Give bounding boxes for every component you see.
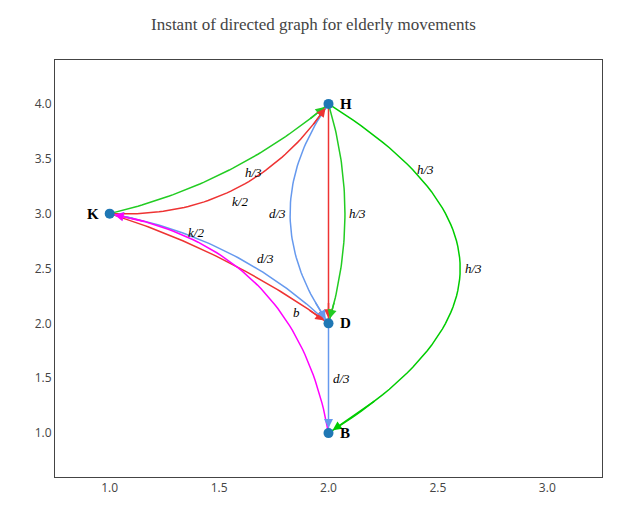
svg-text:b: b (293, 305, 300, 320)
svg-text:3.0: 3.0 (35, 205, 52, 222)
svg-text:1.5: 1.5 (211, 479, 228, 496)
svg-text:2.0: 2.0 (320, 479, 337, 496)
svg-text:2.5: 2.5 (35, 260, 52, 277)
svg-text:k/2: k/2 (188, 225, 204, 240)
svg-text:k/2: k/2 (232, 194, 248, 209)
svg-text:Instant of directed graph for: Instant of directed graph for elderly mo… (151, 15, 476, 34)
svg-text:d/3: d/3 (257, 251, 274, 266)
svg-text:4.0: 4.0 (35, 95, 52, 112)
svg-text:1.0: 1.0 (35, 424, 52, 441)
svg-text:2.0: 2.0 (35, 315, 52, 332)
svg-text:h/3: h/3 (465, 261, 482, 276)
svg-text:d/3: d/3 (333, 371, 350, 386)
svg-text:B: B (340, 425, 350, 441)
svg-text:1.0: 1.0 (101, 479, 118, 496)
svg-text:3.0: 3.0 (539, 479, 556, 496)
svg-text:K: K (87, 206, 99, 222)
svg-text:1.5: 1.5 (35, 369, 52, 386)
svg-text:h/3: h/3 (245, 165, 262, 180)
svg-text:D: D (340, 315, 351, 331)
svg-text:2.5: 2.5 (429, 479, 446, 496)
svg-text:h/3: h/3 (349, 206, 366, 221)
svg-text:d/3: d/3 (269, 206, 286, 221)
svg-text:H: H (340, 96, 352, 112)
svg-text:h/3: h/3 (417, 162, 434, 177)
svg-text:3.5: 3.5 (35, 150, 52, 167)
